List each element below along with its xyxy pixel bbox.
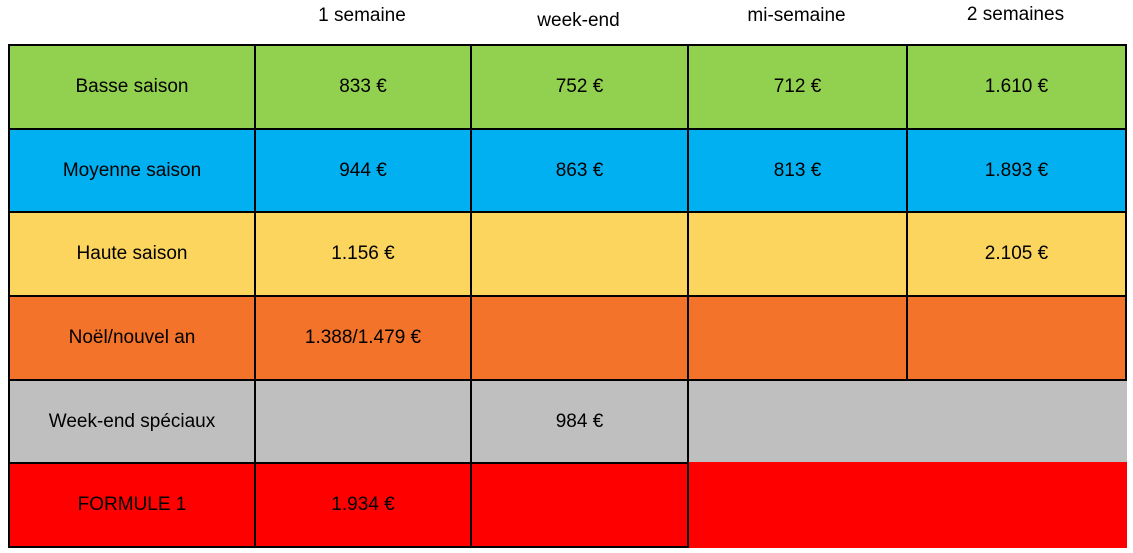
price-cell-haute-2-semaines: 2.105 €	[906, 211, 1127, 297]
column-header-week-end: week-end	[537, 10, 620, 31]
row-haute-saison: Haute saison 1.156 € 2.105 €	[8, 211, 1127, 297]
row-basse-saison: Basse saison 833 € 752 € 712 € 1.610 €	[8, 44, 1127, 130]
pricing-table: 1 semaine week-end mi-semaine 2 semaines…	[8, 0, 1127, 548]
price-cell-noel-mi-semaine	[687, 295, 908, 381]
price-cell-noel-1-semaine: 1.388/1.479 €	[254, 295, 472, 381]
price-cell-moyenne-mi-semaine: 813 €	[687, 128, 908, 213]
price-cell-formule1-1-semaine: 1.934 €	[254, 462, 472, 548]
column-headers: 1 semaine week-end mi-semaine 2 semaines	[8, 0, 1127, 44]
price-cell-basse-week-end: 752 €	[470, 44, 689, 130]
column-header-2-semaines: 2 semaines	[966, 4, 1065, 25]
row-label-formule-1: FORMULE 1	[8, 462, 256, 548]
price-cell-speciaux-1-semaine	[254, 379, 472, 464]
row-label-haute-saison: Haute saison	[8, 211, 256, 297]
row-moyenne-saison: Moyenne saison 944 € 863 € 813 € 1.893 €	[8, 128, 1127, 213]
row-week-end-speciaux: Week-end spéciaux 984 €	[8, 379, 1127, 464]
row-formule-1: FORMULE 1 1.934 €	[8, 462, 1127, 548]
price-cell-noel-week-end	[470, 295, 689, 381]
price-cell-moyenne-week-end: 863 €	[470, 128, 689, 213]
header-spacer	[8, 0, 254, 44]
row-label-week-end-speciaux: Week-end spéciaux	[8, 379, 256, 464]
price-cell-basse-1-semaine: 833 €	[254, 44, 472, 130]
price-cell-noel-2-semaines	[906, 295, 1127, 381]
row-label-basse-saison: Basse saison	[8, 44, 256, 130]
price-cell-formule1-week-end	[470, 462, 689, 548]
price-cell-speciaux-week-end: 984 €	[470, 379, 689, 464]
price-cell-haute-mi-semaine	[687, 211, 908, 297]
row-label-noel-nouvel-an: Noël/nouvel an	[8, 295, 256, 381]
price-cell-moyenne-1-semaine: 944 €	[254, 128, 472, 213]
column-header-1-semaine: 1 semaine	[318, 5, 406, 26]
price-cell-moyenne-2-semaines: 1.893 €	[906, 128, 1127, 213]
price-cell-basse-mi-semaine: 712 €	[687, 44, 908, 130]
price-cell-haute-1-semaine: 1.156 €	[254, 211, 472, 297]
column-header-mi-semaine: mi-semaine	[747, 5, 846, 26]
price-cell-basse-2-semaines: 1.610 €	[906, 44, 1127, 130]
row-label-moyenne-saison: Moyenne saison	[8, 128, 256, 213]
row-noel-nouvel-an: Noël/nouvel an 1.388/1.479 €	[8, 295, 1127, 381]
price-cell-haute-week-end	[470, 211, 689, 297]
